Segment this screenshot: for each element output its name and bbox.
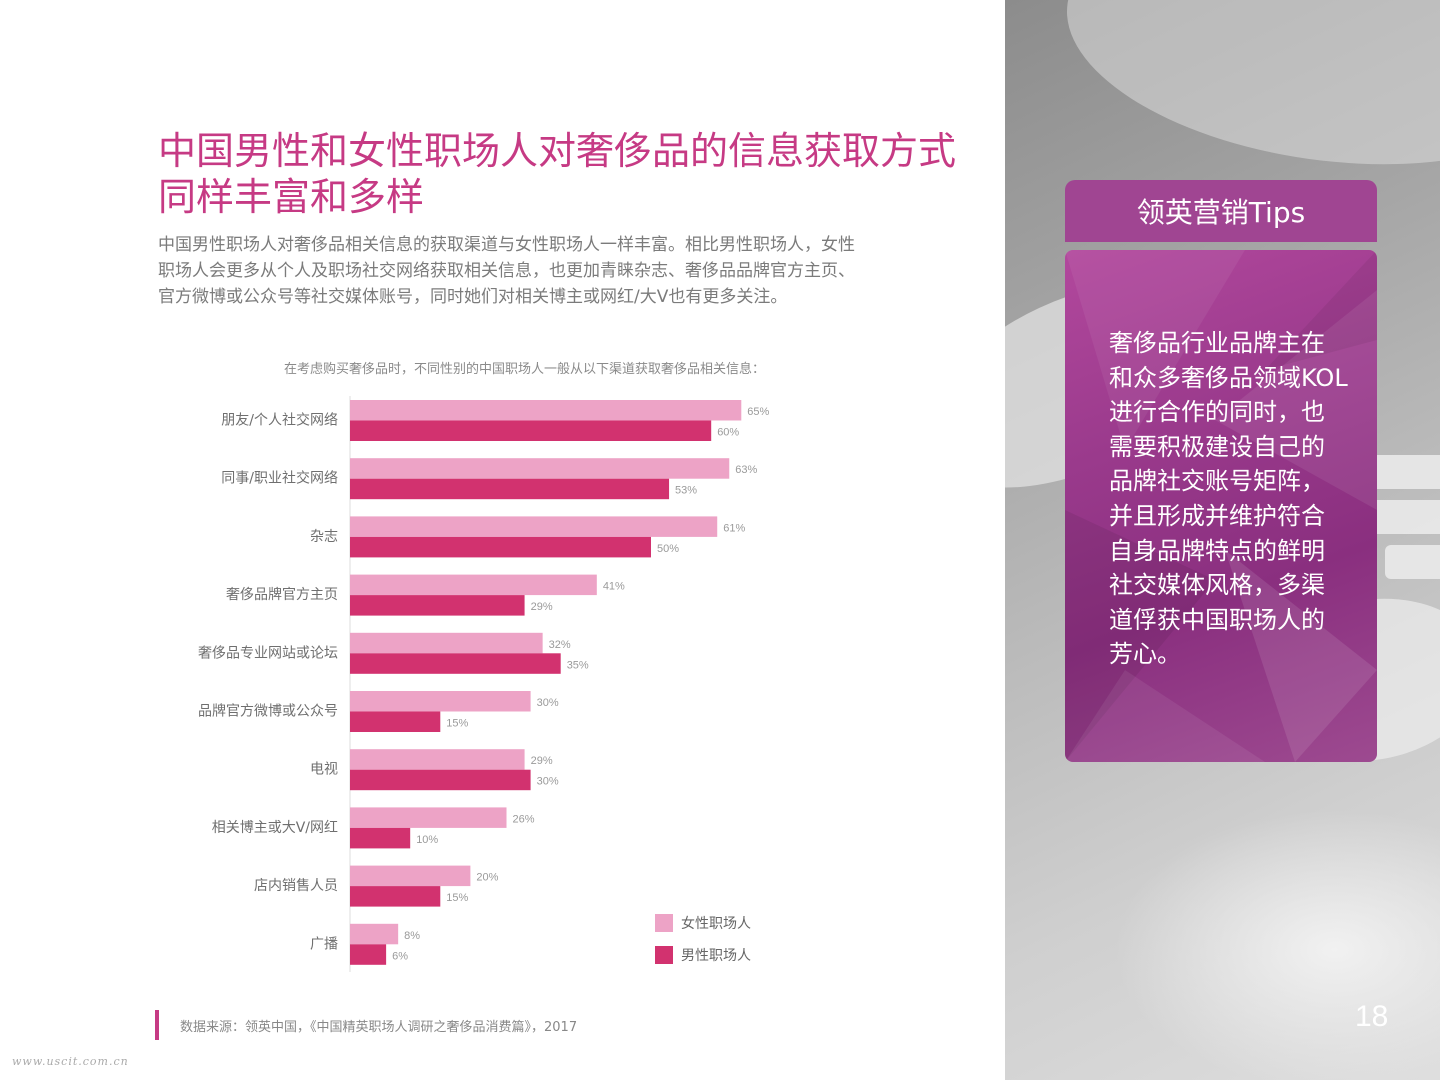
category-label: 杂志 bbox=[310, 529, 338, 545]
legend-swatch-male bbox=[655, 946, 673, 964]
tips-line: 品牌社交账号矩阵， bbox=[1109, 467, 1325, 496]
bar-male bbox=[350, 478, 670, 500]
category-label: 同事/职业社交网络 bbox=[221, 470, 338, 487]
source-accent-bar bbox=[155, 1010, 159, 1040]
data-label: 20% bbox=[476, 872, 498, 884]
bar-female bbox=[350, 749, 525, 770]
intro-line-1: 中国男性职场人对奢侈品相关信息的获取渠道与女性职场人一样丰富。相比男性职场人，女… bbox=[158, 235, 855, 255]
bar-female bbox=[350, 807, 507, 828]
tips-line: 芳心。 bbox=[1109, 640, 1181, 669]
bar-male bbox=[350, 595, 525, 616]
tips-line: 需要积极建设自己的 bbox=[1109, 432, 1325, 461]
tips-line: 自身品牌特点的鲜明 bbox=[1109, 536, 1325, 565]
bar-female bbox=[350, 691, 531, 712]
bar-female bbox=[350, 632, 543, 654]
bar-male bbox=[350, 827, 411, 849]
data-label: 26% bbox=[513, 813, 535, 825]
page-number: 18 bbox=[1355, 1000, 1389, 1033]
bar-female bbox=[350, 516, 718, 537]
legend-item-female: 女性职场人 bbox=[655, 913, 751, 933]
data-label: 29% bbox=[531, 755, 553, 767]
data-label: 50% bbox=[657, 543, 679, 555]
tips-header-text: 领英营销Tips bbox=[1136, 196, 1306, 229]
category-label: 奢侈品专业网站或论坛 bbox=[198, 645, 338, 661]
bar-female bbox=[350, 923, 399, 945]
bar-male bbox=[350, 769, 531, 791]
page-title: 中国男性和女性职场人对奢侈品的信息获取方式 同样丰富和多样 bbox=[158, 128, 978, 220]
photo-keyboard-key bbox=[1365, 500, 1440, 534]
bar-male bbox=[350, 711, 441, 732]
tips-header: 领英营销Tips bbox=[1065, 180, 1377, 242]
bar-male bbox=[350, 886, 441, 907]
tips-line: 社交媒体风格，多渠 bbox=[1109, 571, 1325, 600]
watermark: www.uscit.com.cn bbox=[12, 1055, 129, 1068]
data-label: 29% bbox=[531, 601, 553, 613]
category-label: 电视 bbox=[310, 762, 338, 778]
tips-facet-pattern bbox=[1065, 250, 1377, 762]
tips-line: 和众多奢侈品领域KOL bbox=[1109, 363, 1348, 392]
legend-item-male: 男性职场人 bbox=[655, 945, 751, 965]
data-label: 30% bbox=[537, 697, 559, 709]
tips-line: 进行合作的同时，也 bbox=[1109, 398, 1325, 427]
bar-female bbox=[350, 865, 471, 887]
chart-subtitle: 在考虑购买奢侈品时，不同性别的中国职场人一般从以下渠道获取奢侈品相关信息： bbox=[284, 362, 766, 377]
tips-line: 道俘获中国职场人的 bbox=[1109, 605, 1325, 634]
bar-male bbox=[350, 944, 387, 965]
data-label: 15% bbox=[446, 718, 468, 730]
data-label: 32% bbox=[549, 639, 571, 651]
bar-male bbox=[350, 536, 651, 558]
title-line-1: 中国男性和女性职场人对奢侈品的信息获取方式 bbox=[158, 129, 957, 173]
data-label: 61% bbox=[723, 522, 745, 534]
data-label: 35% bbox=[567, 659, 589, 671]
data-label: 60% bbox=[717, 427, 739, 439]
chart-legend: 女性职场人 男性职场人 bbox=[655, 913, 751, 977]
bar-female bbox=[350, 400, 742, 421]
legend-label-female: 女性职场人 bbox=[681, 916, 751, 932]
data-label: 15% bbox=[446, 892, 468, 904]
category-label: 朋友/个人社交网络 bbox=[221, 412, 338, 429]
tips-line: 奢侈品行业品牌主在 bbox=[1109, 329, 1325, 357]
category-label: 店内销售人员 bbox=[254, 878, 338, 894]
title-line-2: 同样丰富和多样 bbox=[158, 175, 425, 219]
category-label: 广播 bbox=[310, 936, 338, 952]
category-label: 相关博主或大V/网红 bbox=[212, 819, 338, 836]
tips-body: 奢侈品行业品牌主在 和众多奢侈品领域KOL 进行合作的同时，也 需要积极建设自己… bbox=[1109, 326, 1349, 672]
intro-line-2: 职场人会更多从个人及职场社交网络获取相关信息，也更加青睐杂志、奢侈品品牌官方主页… bbox=[158, 261, 855, 281]
bar-male bbox=[350, 653, 561, 674]
intro-line-3: 官方微博或公众号等社交媒体账号，同时她们对相关博主或网红/大V也有更多关注。 bbox=[158, 287, 788, 307]
bar-female bbox=[350, 574, 597, 596]
data-label: 63% bbox=[735, 464, 757, 476]
legend-label-male: 男性职场人 bbox=[681, 948, 751, 964]
bar-female bbox=[350, 458, 730, 479]
data-label: 41% bbox=[603, 581, 625, 593]
data-label: 53% bbox=[675, 485, 697, 497]
data-label: 8% bbox=[404, 930, 420, 942]
photo-highlight bbox=[1050, 0, 1440, 196]
data-label: 30% bbox=[537, 776, 559, 788]
tips-line: 并且形成并维护符合 bbox=[1109, 501, 1325, 530]
category-label: 品牌官方微博或公众号 bbox=[198, 703, 338, 720]
data-label: 10% bbox=[416, 834, 438, 846]
category-label: 奢侈品牌官方主页 bbox=[226, 586, 338, 603]
intro-paragraph: 中国男性职场人对奢侈品相关信息的获取渠道与女性职场人一样丰富。相比男性职场人，女… bbox=[158, 232, 908, 310]
data-label: 6% bbox=[392, 950, 408, 962]
legend-swatch-female bbox=[655, 914, 673, 932]
data-label: 65% bbox=[747, 406, 769, 418]
bar-chart: 朋友/个人社交网络 65% 60% 同事/职业社交网络 63% 53% 杂志 61% 50% 奢侈… bbox=[198, 396, 770, 972]
bar-male bbox=[350, 420, 712, 441]
data-source-note: 数据来源：领英中国，《中国精英职场人调研之奢侈品消费篇》，2017 bbox=[180, 1020, 578, 1035]
tips-box: 奢侈品行业品牌主在 和众多奢侈品领域KOL 进行合作的同时，也 需要积极建设自己… bbox=[1065, 250, 1377, 762]
photo-keyboard-key bbox=[1385, 545, 1440, 579]
